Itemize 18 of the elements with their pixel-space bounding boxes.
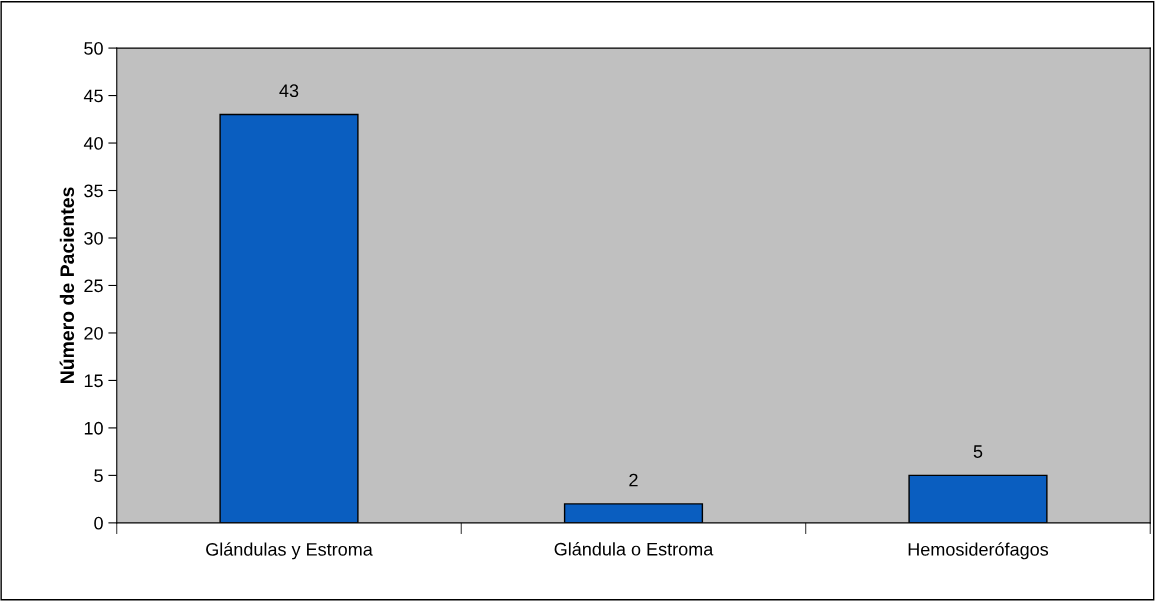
- y-tick-label: 30: [84, 231, 103, 245]
- y-tick-label: 5: [94, 469, 103, 483]
- y-tick-label: 35: [84, 184, 103, 198]
- x-tick-label: Glándulas y Estroma: [206, 542, 373, 560]
- x-tick-label: Hemosiderófagos: [908, 542, 1049, 560]
- x-tick-label: Glándula o Estroma: [554, 542, 714, 556]
- data-label: 2: [629, 473, 638, 487]
- data-label: 43: [279, 84, 299, 98]
- y-tick-label: 10: [84, 421, 103, 435]
- y-tick-label: 45: [83, 89, 103, 103]
- y-tick-label: 0: [94, 516, 103, 530]
- y-tick-label: 50: [84, 42, 103, 55]
- y-tick-label: 15: [84, 374, 103, 388]
- y-axis-title: Número de Pacientes: [59, 187, 75, 384]
- y-tick-label: 25: [84, 279, 103, 293]
- data-label: 5: [973, 445, 983, 458]
- y-tick-label: 40: [83, 136, 103, 150]
- y-tick-label: 20: [84, 326, 103, 340]
